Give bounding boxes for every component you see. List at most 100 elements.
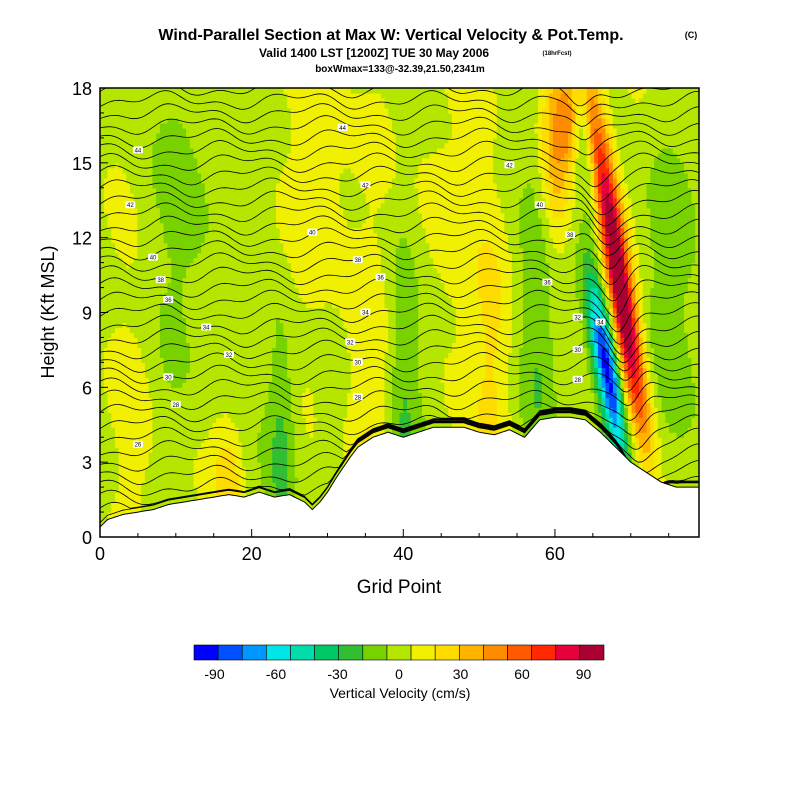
velocity-cell [186, 187, 191, 194]
velocity-cell [189, 88, 195, 94]
velocity-cell [118, 117, 124, 124]
velocity-cell [152, 137, 157, 144]
velocity-cell [163, 412, 168, 418]
velocity-cell [223, 172, 228, 179]
velocity-cell [186, 272, 191, 279]
velocity-cell [107, 482, 112, 488]
velocity-cell [167, 292, 172, 299]
velocity-cell [111, 297, 116, 304]
velocity-cell [204, 182, 210, 189]
velocity-cell [302, 197, 307, 204]
velocity-cell [279, 327, 285, 334]
velocity-cell [302, 112, 307, 119]
velocity-cell [246, 107, 251, 114]
velocity-cell [141, 437, 146, 443]
velocity-cell [294, 187, 300, 194]
velocity-cell [141, 267, 146, 274]
velocity-cell [242, 337, 247, 344]
velocity-cell [126, 287, 131, 294]
velocity-cell [264, 452, 270, 458]
velocity-cell [100, 352, 105, 358]
velocity-cell [122, 187, 127, 194]
velocity-cell [103, 317, 109, 324]
velocity-cell [111, 152, 116, 159]
velocity-cell [167, 442, 172, 448]
velocity-cell [287, 477, 292, 483]
velocity-cell [189, 167, 195, 174]
velocity-cell [212, 342, 217, 349]
velocity-cell [302, 142, 307, 149]
velocity-cell [148, 437, 154, 443]
velocity-cell [302, 322, 307, 329]
velocity-cell [204, 217, 210, 224]
velocity-cell [302, 157, 307, 164]
velocity-cell [257, 312, 262, 319]
velocity-cell [253, 247, 258, 254]
velocity-cell [148, 117, 154, 124]
velocity-cell [246, 137, 251, 144]
velocity-cell [144, 357, 150, 363]
velocity-cell [272, 322, 277, 329]
velocity-cell [122, 297, 127, 304]
velocity-cell [156, 142, 161, 149]
velocity-cell [216, 157, 221, 164]
velocity-cell [122, 407, 127, 413]
velocity-cell [126, 197, 131, 204]
velocity-cell [118, 377, 124, 383]
velocity-cell [118, 157, 124, 164]
velocity-cell [234, 437, 240, 443]
velocity-cell [204, 97, 210, 104]
velocity-cell [100, 302, 105, 309]
velocity-cell [283, 397, 288, 403]
velocity-cell [249, 112, 255, 119]
velocity-cell [260, 247, 266, 254]
velocity-cell [219, 132, 225, 139]
velocity-cell [204, 342, 210, 349]
velocity-cell [103, 362, 109, 368]
velocity-cell [118, 337, 124, 344]
velocity-cell [167, 452, 172, 458]
velocity-cell [242, 437, 247, 443]
velocity-cell [298, 272, 303, 279]
velocity-cell [234, 267, 240, 274]
velocity-cell [107, 342, 112, 349]
velocity-cell [305, 397, 311, 403]
velocity-cell [114, 407, 120, 413]
velocity-cell [249, 222, 255, 229]
velocity-cell [152, 142, 157, 149]
velocity-cell [216, 187, 221, 194]
velocity-cell [118, 477, 124, 483]
velocity-cell [182, 252, 187, 259]
velocity-cell [107, 322, 112, 329]
velocity-cell [122, 232, 127, 239]
velocity-cell [126, 117, 131, 124]
velocity-cell [178, 387, 183, 393]
velocity-cell [208, 182, 213, 189]
velocity-cell [100, 492, 105, 498]
velocity-cell [174, 497, 180, 503]
velocity-cell [171, 452, 176, 458]
velocity-cell [201, 232, 206, 239]
velocity-cell [167, 492, 172, 498]
velocity-cell [141, 147, 146, 154]
velocity-cell [107, 117, 112, 124]
velocity-cell [159, 332, 165, 339]
velocity-cell [234, 477, 240, 483]
velocity-cell [238, 187, 243, 194]
velocity-cell [212, 227, 217, 234]
velocity-cell [279, 477, 285, 483]
velocity-cell [137, 392, 142, 398]
velocity-cell [223, 347, 228, 354]
velocity-cell [144, 322, 150, 329]
velocity-cell [264, 202, 270, 209]
velocity-cell [100, 117, 105, 124]
velocity-cell [279, 317, 285, 324]
velocity-cell [302, 277, 307, 284]
velocity-cell [268, 142, 273, 149]
velocity-cell [264, 142, 270, 149]
velocity-cell [302, 462, 307, 468]
velocity-cell [197, 232, 202, 239]
velocity-cell [193, 267, 198, 274]
velocity-cell [290, 137, 296, 144]
velocity-cell [204, 392, 210, 398]
